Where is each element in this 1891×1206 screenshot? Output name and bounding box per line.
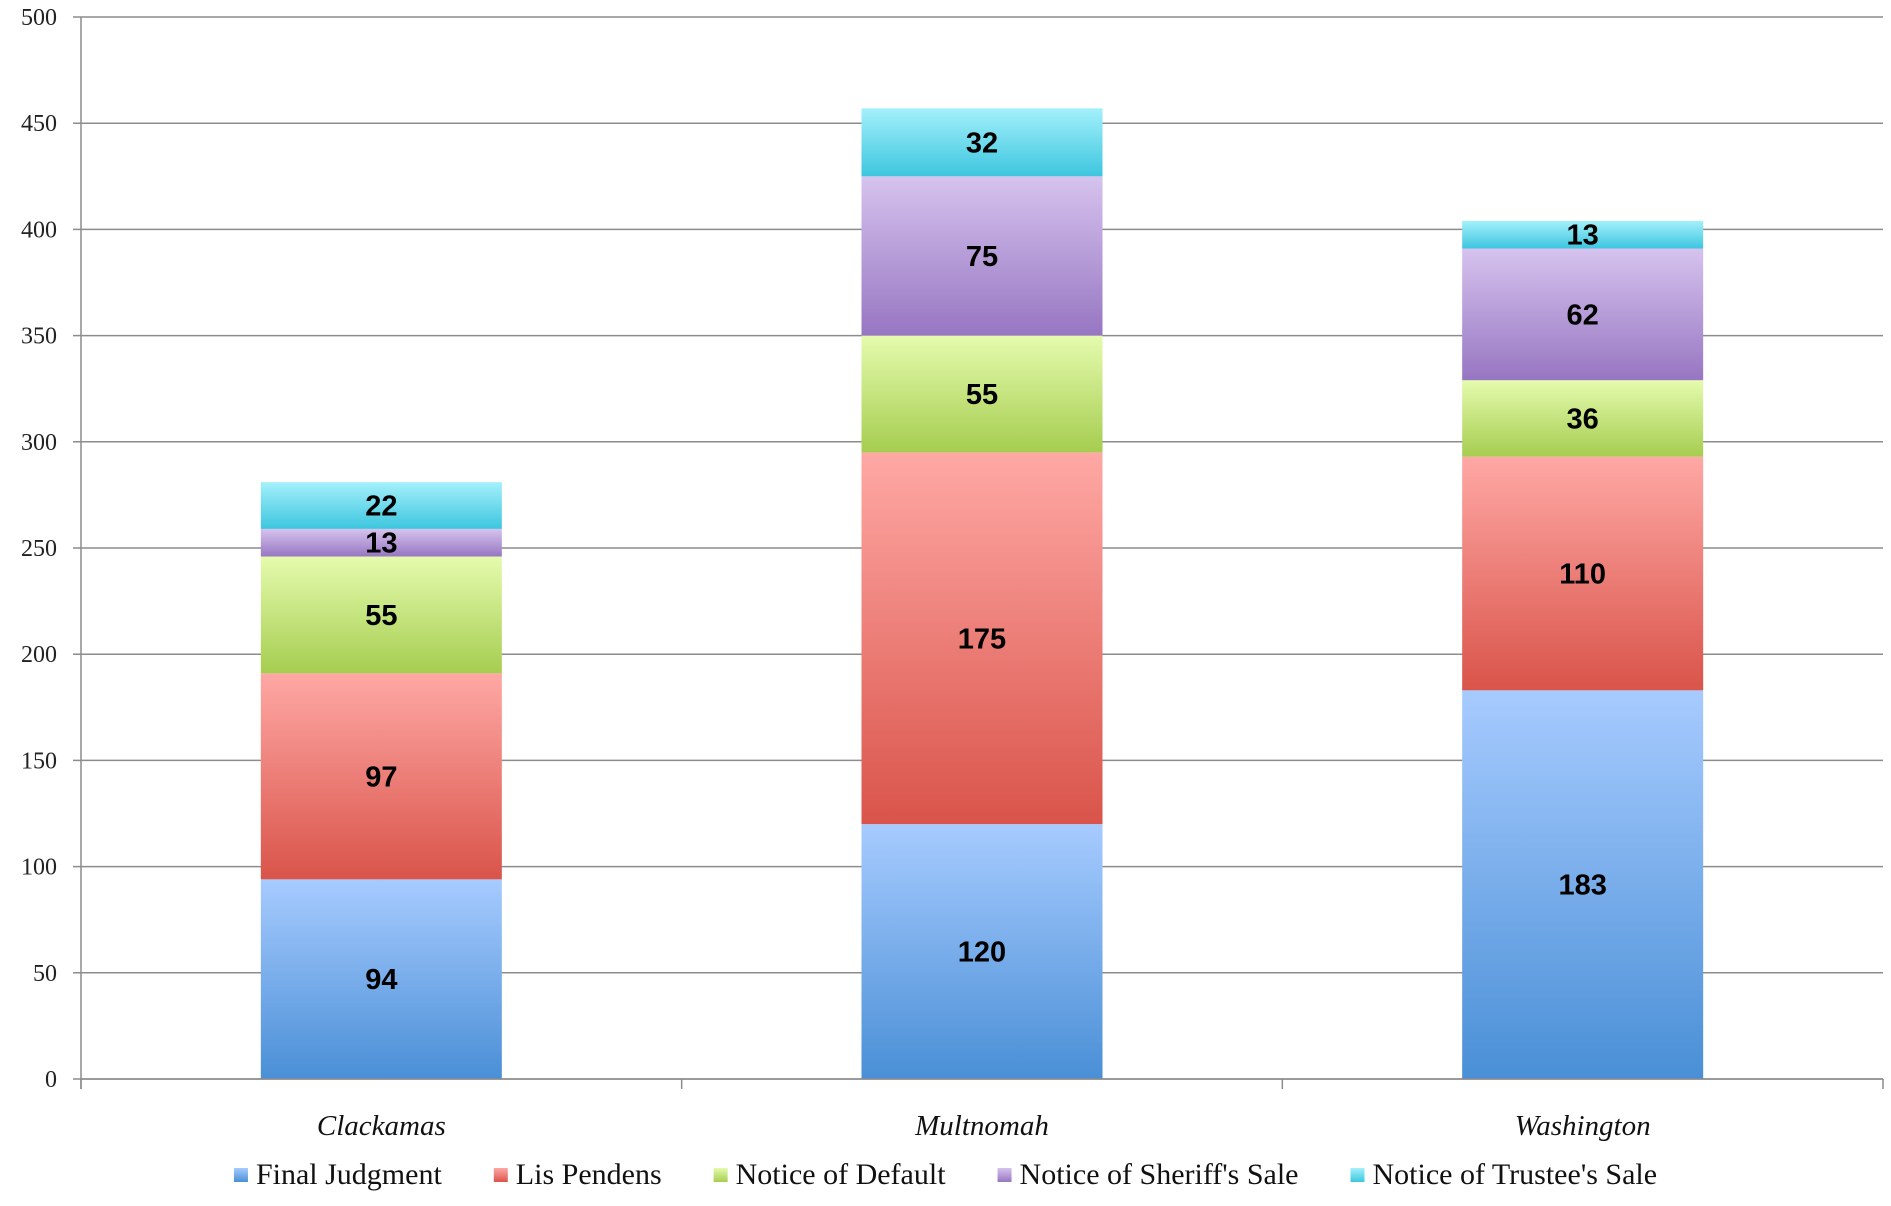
bar-washington-notice-of-sheriff-s-sale <box>1462 248 1704 381</box>
data-label-multnomah-notice-of-sheriff-s-sale: 75 <box>966 241 998 273</box>
bar-washington-notice-of-trustee-s-sale <box>1462 220 1704 249</box>
x-tick-label-washington: Washington <box>1515 1110 1651 1142</box>
y-tick-label-250: 250 <box>21 536 57 562</box>
legend-swatch-notice-of-sheriff-s-sale <box>997 1168 1012 1182</box>
bar-washington-notice-of-default <box>1462 380 1704 457</box>
bar-clackamas-notice-of-trustee-s-sale <box>260 482 502 529</box>
bar-clackamas-lis-pendens <box>260 673 502 880</box>
legend-label-lis-pendens: Lis Pendens <box>516 1158 662 1191</box>
y-tick-label-500: 500 <box>21 5 57 31</box>
legend-swatch-lis-pendens <box>493 1168 508 1182</box>
y-tick-label-350: 350 <box>21 324 57 350</box>
x-tick-label-clackamas: Clackamas <box>317 1110 446 1142</box>
axes: 0 50 100 150 200 250 300 350 400 450 500 Clackamas M… <box>21 5 1884 1142</box>
bar-clackamas-notice-of-sheriff-s-sale <box>260 528 502 557</box>
y-tick-label-150: 150 <box>21 748 57 774</box>
y-tick-label-450: 450 <box>21 111 57 137</box>
y-tick-label-200: 200 <box>21 642 57 668</box>
bars <box>260 108 1704 1079</box>
bar-multnomah-notice-of-sheriff-s-sale <box>861 176 1103 336</box>
legend: Final Judgment Lis Pendens Notice of Defau… <box>233 1158 1658 1191</box>
legend-swatch-final-judgment <box>233 1168 248 1182</box>
y-tick-label-100: 100 <box>21 855 57 881</box>
data-label-multnomah-notice-of-trustee-s-sale: 32 <box>966 127 998 159</box>
data-label-washington-final-judgment: 183 <box>1558 870 1606 902</box>
data-label-multnomah-final-judgment: 120 <box>958 937 1006 969</box>
bar-multnomah-lis-pendens <box>861 452 1103 825</box>
legend-label-notice-of-trustee-s-sale: Notice of Trustee's Sale <box>1373 1158 1658 1191</box>
legend-label-final-judgment: Final Judgment <box>256 1158 442 1191</box>
data-label-clackamas-notice-of-sheriff-s-sale: 13 <box>365 528 397 560</box>
bar-clackamas-notice-of-default <box>260 556 502 674</box>
data-label-clackamas-lis-pendens: 97 <box>365 761 397 793</box>
data-label-washington-lis-pendens: 110 <box>1559 558 1606 590</box>
bar-clackamas-final-judgment <box>260 879 502 1079</box>
y-tick-label-0: 0 <box>45 1067 57 1093</box>
bar-multnomah-notice-of-default <box>861 335 1103 453</box>
data-label-clackamas-notice-of-trustee-s-sale: 22 <box>365 491 397 523</box>
data-label-multnomah-lis-pendens: 175 <box>958 623 1006 655</box>
data-label-clackamas-notice-of-default: 55 <box>365 600 397 632</box>
x-tick-label-multnomah: Multnomah <box>914 1110 1049 1142</box>
y-tick-label-400: 400 <box>21 217 57 243</box>
data-label-washington-notice-of-sheriff-s-sale: 62 <box>1567 299 1599 331</box>
bar-multnomah-notice-of-trustee-s-sale <box>861 108 1103 177</box>
data-label-washington-notice-of-default: 36 <box>1567 403 1599 435</box>
data-labels: 94 97 55 13 22 120 175 55 75 32 183 110 36 62 13 <box>365 127 1607 996</box>
y-tick-label-50: 50 <box>33 961 57 987</box>
legend-swatch-notice-of-trustee-s-sale <box>1350 1168 1365 1182</box>
data-label-washington-notice-of-trustee-s-sale: 13 <box>1567 220 1599 252</box>
bar-washington-lis-pendens <box>1462 456 1704 691</box>
legend-swatch-notice-of-default <box>713 1168 728 1182</box>
legend-label-notice-of-sheriff-s-sale: Notice of Sheriff's Sale <box>1020 1158 1299 1191</box>
y-tick-label-300: 300 <box>21 430 57 456</box>
bar-multnomah-final-judgment <box>861 824 1103 1079</box>
data-label-multnomah-notice-of-default: 55 <box>966 379 998 411</box>
legend-label-notice-of-default: Notice of Default <box>736 1158 947 1191</box>
bar-washington-final-judgment <box>1462 690 1704 1079</box>
data-label-clackamas-final-judgment: 94 <box>365 964 397 996</box>
